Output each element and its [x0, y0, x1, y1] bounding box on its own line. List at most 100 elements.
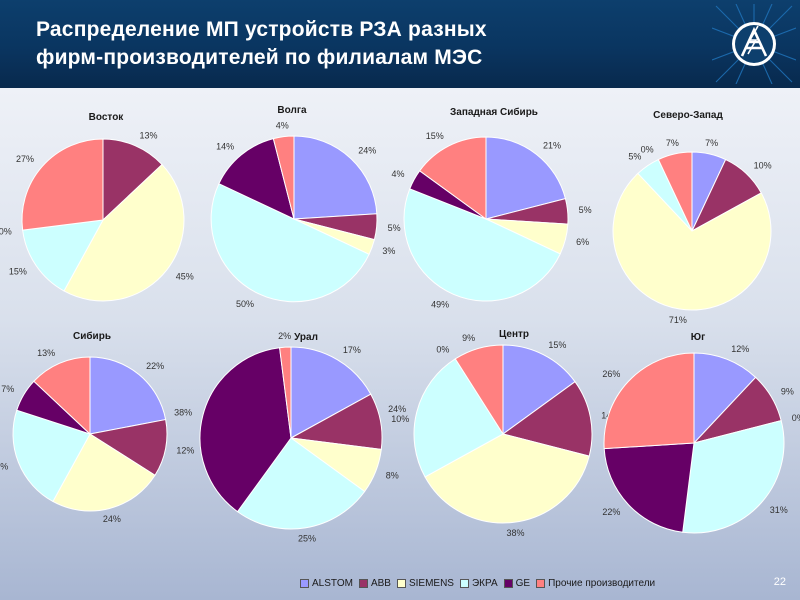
pie-chart-3: 21% 5% 6% 49% 4% 15% Западная Сибирь	[391, 106, 591, 309]
slice-label: 45%	[176, 271, 194, 281]
slice-label: 15%	[9, 267, 27, 277]
pie-slice-экра	[210, 182, 370, 303]
legend-item-siemens: SIEMENS	[396, 578, 454, 589]
page-number: 22	[773, 576, 786, 588]
slice-label: 10%	[391, 414, 409, 424]
slice-label: 22%	[146, 361, 164, 371]
slice-label: 21%	[543, 141, 561, 151]
slice-label: 2%	[278, 331, 291, 341]
slice-label: 0%	[0, 227, 12, 237]
slice-label: 14%	[216, 142, 234, 152]
pie-slice-прочие-производители	[272, 135, 295, 220]
slice-label: 38%	[174, 408, 192, 418]
slice-label: 15%	[426, 131, 444, 141]
slice-label: 5%	[388, 223, 401, 233]
legend-swatch	[536, 578, 546, 588]
slice-label: 22%	[0, 461, 8, 471]
chart-title: Восток	[89, 112, 125, 123]
pie-slice-прочие-производители	[33, 356, 91, 436]
slice-label: 13%	[37, 348, 55, 358]
pie-chart-6: 17% 10% 8% 25% 38% 2% Урал	[174, 331, 409, 544]
pie-slice-прочие-производители	[418, 136, 487, 220]
chart-title: Волга	[277, 105, 307, 116]
legend-label: Прочие производители	[548, 577, 656, 589]
pie-slice-alstom	[89, 356, 167, 435]
slice-label: 12%	[731, 344, 749, 354]
legend-label: GE	[515, 577, 531, 589]
slice-label: 9%	[462, 333, 475, 343]
slice-label: 22%	[602, 507, 620, 517]
pie-slice-alstom	[502, 344, 576, 435]
slice-label: 24%	[358, 146, 376, 156]
legend-item-прочие-производители: Прочие производители	[536, 578, 655, 589]
pie-slice-siemens	[424, 433, 590, 524]
chart-title: Западная Сибирь	[450, 106, 538, 118]
slice-label: 49%	[431, 299, 449, 309]
pie-slice-экра	[12, 409, 91, 503]
slice-label: 7%	[666, 138, 679, 148]
legend-label: ABB	[370, 577, 391, 589]
chart-title: Урал	[294, 332, 318, 343]
pie-slice-прочие-производители	[603, 352, 695, 450]
pie-slice-экра	[22, 219, 104, 292]
pie-slice-ge	[218, 138, 295, 220]
chart-title: Северо-Запад	[653, 110, 723, 121]
slice-label: 9%	[781, 387, 794, 397]
slice-label: 17%	[343, 345, 361, 355]
pie-slice-прочие-производители	[657, 151, 693, 232]
pie-chart-1: 13% 45% 15% 0% 27% Восток	[0, 112, 194, 302]
pie-slice-abb	[501, 380, 593, 457]
slice-label: 5%	[628, 152, 641, 162]
company-logo	[711, 3, 797, 85]
slice-label: 24%	[388, 404, 406, 414]
slice-label: 71%	[669, 315, 687, 325]
slice-label: 10%	[754, 160, 772, 170]
slice-label: 6%	[576, 237, 589, 247]
slice-label: 38%	[506, 528, 524, 538]
slice-label: 0%	[792, 413, 800, 423]
header-bar: Распределение МП устройств РЗА разных фи…	[0, 0, 800, 88]
legend-swatch	[358, 578, 368, 588]
slice-label: 7%	[705, 138, 718, 148]
pie-slice-alstom	[293, 135, 378, 220]
slice-label: 8%	[386, 471, 399, 481]
slice-label: 0%	[641, 145, 654, 155]
pie-chart-4: 7% 10% 71% 5%0% 7% Северо-Запад	[612, 110, 772, 325]
legend-swatch	[459, 578, 469, 588]
pie-slice-экра	[682, 420, 785, 534]
slice-label: 0%	[436, 345, 449, 355]
pie-slice-siemens	[52, 433, 156, 512]
pie-slice-экра	[236, 437, 366, 530]
title-line-1: Распределение МП устройств РЗА разных	[36, 18, 487, 41]
title-line-2: фирм-производителей по филиалам МЭС	[36, 46, 483, 69]
slice-label: 13%	[140, 131, 158, 141]
pie-slice-прочие-производители	[454, 344, 504, 436]
slice-label: 3%	[382, 246, 395, 256]
slice-label: 25%	[298, 534, 316, 544]
pie-slice-alstom	[485, 136, 567, 220]
pie-slice-abb	[102, 138, 163, 222]
slice-label: 15%	[548, 340, 566, 350]
legend-swatch	[396, 578, 406, 588]
legend-swatch	[300, 578, 309, 588]
slice-label: 7%	[1, 384, 14, 394]
pie-slice-alstom	[290, 346, 372, 439]
slice-label: 4%	[391, 169, 404, 179]
legend-item-ge: GE	[503, 577, 531, 589]
slice-label: 12%	[176, 446, 194, 456]
slice-label: 26%	[602, 369, 620, 379]
legend-item-alstom: ALSTOM	[300, 578, 353, 589]
slice-label: 24%	[103, 514, 121, 524]
pie-slice-прочие-производители	[21, 138, 104, 231]
legend-item-экра: ЭКРА	[459, 578, 498, 589]
slice-label: 27%	[16, 154, 34, 164]
legend-label: ALSTOM	[312, 577, 353, 589]
pie-slice-siemens	[63, 163, 185, 302]
slice-label: 31%	[770, 505, 788, 515]
pie-slice-alstom	[693, 352, 757, 445]
chart-title: Сибирь	[73, 330, 111, 342]
pie-chart-5: 22% 12% 24% 22% 7% 13% Сибирь	[0, 330, 194, 524]
pie-slice-siemens	[612, 172, 772, 311]
pie-chart-7: 15%14%38%24%0%9%Центр	[388, 329, 619, 538]
